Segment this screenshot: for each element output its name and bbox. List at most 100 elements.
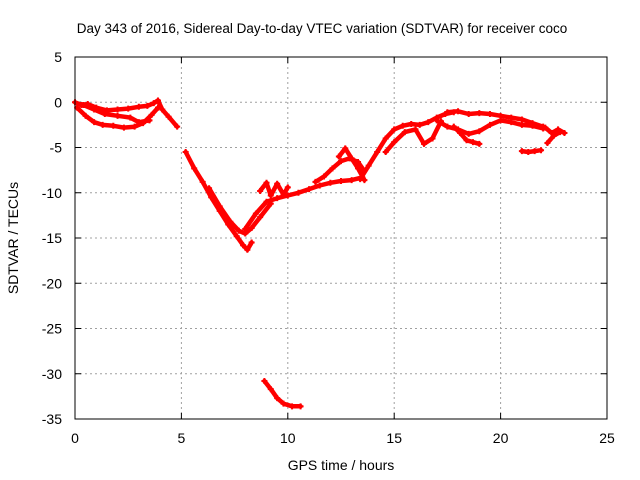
- data-point: [486, 111, 493, 118]
- data-point: [150, 100, 157, 107]
- data-point: [518, 148, 525, 155]
- data-point: [465, 111, 472, 118]
- data-point: [274, 195, 281, 202]
- data-point: [476, 128, 483, 135]
- data-point: [267, 192, 274, 199]
- data-point: [248, 239, 255, 246]
- data-point: [357, 176, 364, 183]
- data-point: [391, 139, 398, 146]
- data-point: [148, 111, 155, 118]
- data-point: [338, 158, 344, 165]
- x-tick-label: 5: [178, 430, 186, 446]
- chart-title: Day 343 of 2016, Sidereal Day-to-day VTE…: [77, 21, 567, 36]
- grid-lines: [75, 57, 607, 419]
- data-point: [261, 377, 268, 384]
- data-point: [412, 126, 419, 133]
- data-point: [165, 113, 172, 120]
- data-point: [284, 184, 291, 191]
- data-point: [455, 108, 462, 115]
- y-tick-label: -20: [42, 275, 62, 291]
- data-point: [199, 178, 206, 185]
- data-point: [289, 403, 296, 410]
- data-point: [550, 132, 557, 139]
- data-point: [144, 102, 151, 109]
- data-point: [248, 225, 255, 232]
- data-point: [280, 191, 287, 198]
- data-point: [342, 145, 349, 152]
- series-track-track-4: [183, 149, 254, 253]
- data-point: [420, 140, 427, 147]
- data-point: [320, 173, 327, 180]
- data-point: [365, 162, 372, 169]
- data-point: [355, 165, 362, 172]
- data-point: [182, 149, 189, 156]
- data-point: [227, 218, 234, 225]
- data-point: [518, 116, 525, 123]
- data-point: [544, 139, 551, 146]
- data-point: [252, 210, 259, 217]
- data-point: [348, 177, 355, 184]
- data-point: [391, 126, 398, 133]
- data-point: [174, 123, 181, 130]
- data-point: [429, 135, 436, 142]
- y-tick-label: -25: [42, 321, 62, 337]
- data-point: [274, 180, 281, 187]
- series-track-track-13: [445, 109, 546, 129]
- data-point: [114, 106, 121, 113]
- data-point: [401, 129, 408, 136]
- data-point: [242, 225, 249, 232]
- data-points: [72, 97, 568, 410]
- data-point: [146, 117, 153, 124]
- data-point: [508, 114, 515, 121]
- data-point: [525, 149, 532, 156]
- data-point: [338, 177, 344, 184]
- data-point: [382, 149, 389, 156]
- data-point: [257, 187, 264, 194]
- data-point: [235, 227, 242, 234]
- data-point: [101, 111, 108, 118]
- data-point: [463, 137, 470, 144]
- data-point: [312, 178, 319, 185]
- data-point: [263, 179, 270, 186]
- y-tick-label: -35: [42, 411, 62, 427]
- data-point: [263, 198, 270, 205]
- y-tick-label: -30: [42, 366, 62, 382]
- data-point: [159, 106, 166, 113]
- data-point: [469, 139, 476, 146]
- data-point: [274, 395, 281, 402]
- data-point: [476, 140, 483, 147]
- data-point: [518, 121, 525, 128]
- data-point: [206, 185, 213, 192]
- data-point: [335, 153, 342, 160]
- data-point: [416, 121, 423, 128]
- data-point: [538, 147, 545, 154]
- data-point: [131, 123, 138, 130]
- data-point: [244, 246, 251, 253]
- data-point: [444, 123, 451, 130]
- data-point: [457, 130, 464, 137]
- x-tick-label: 10: [280, 430, 296, 446]
- data-point: [316, 182, 323, 189]
- data-point: [348, 155, 355, 162]
- data-point: [542, 124, 549, 131]
- data-point: [135, 119, 142, 126]
- data-point: [267, 386, 274, 393]
- x-tick-label: 20: [493, 430, 509, 446]
- x-tick-label: 15: [386, 430, 402, 446]
- x-tick-label: 0: [71, 430, 79, 446]
- data-point: [374, 149, 381, 156]
- data-point: [91, 106, 98, 113]
- y-tick-label: -10: [42, 185, 62, 201]
- data-point: [82, 112, 89, 119]
- data-point: [191, 165, 198, 172]
- data-point: [110, 122, 117, 129]
- data-point: [399, 122, 406, 129]
- data-point: [80, 101, 87, 108]
- data-point: [233, 233, 240, 240]
- y-tick-label: -15: [42, 230, 62, 246]
- data-point: [240, 242, 247, 249]
- y-tick-label: -5: [50, 140, 63, 156]
- data-point: [329, 165, 336, 172]
